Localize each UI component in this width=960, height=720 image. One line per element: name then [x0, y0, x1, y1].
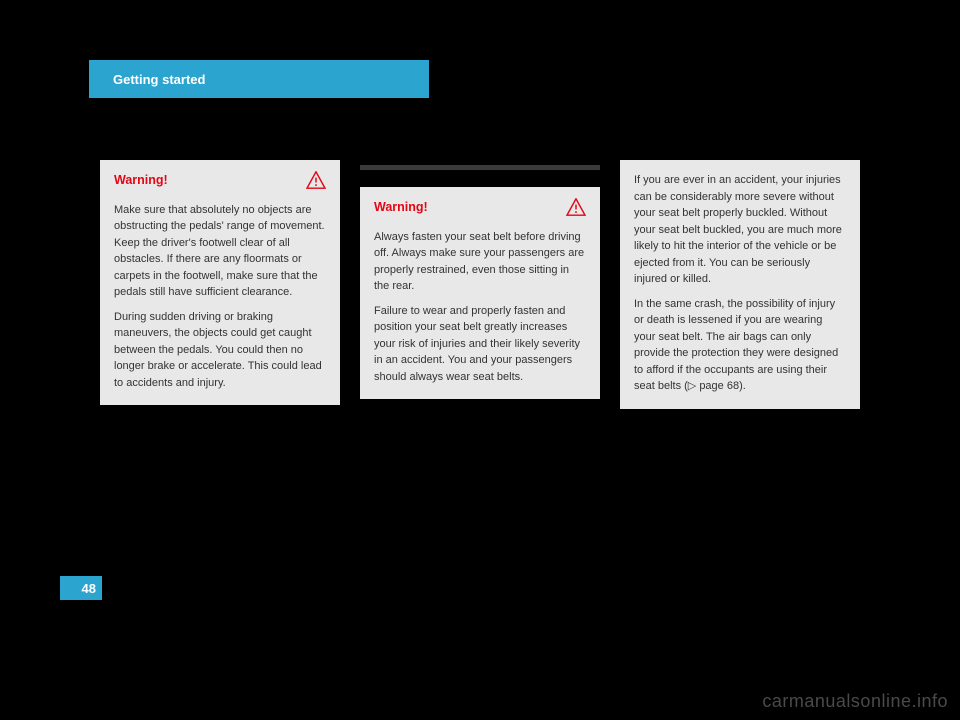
- section-title: Getting started: [113, 72, 205, 87]
- warning-paragraph: Failure to wear and properly fasten and …: [374, 303, 586, 386]
- warning-box-pedals: Warning! Make sure that absolutely no ob…: [100, 160, 340, 405]
- warning-body: If you are ever in an accident, your inj…: [620, 160, 860, 409]
- warning-header: Warning!: [100, 160, 340, 198]
- warning-paragraph: During sudden driving or braking maneuve…: [114, 309, 326, 392]
- warning-paragraph: Always fasten your seat belt before driv…: [374, 229, 586, 295]
- page-number-value: 48: [82, 581, 96, 596]
- warning-header: Warning!: [360, 187, 600, 225]
- section-header: Getting started: [89, 60, 429, 98]
- warning-body: Always fasten your seat belt before driv…: [360, 225, 600, 400]
- watermark: carmanualsonline.info: [762, 691, 948, 712]
- warning-triangle-icon: [566, 198, 586, 216]
- warning-paragraph: In the same crash, the possibility of in…: [634, 296, 846, 395]
- warning-triangle-icon: [306, 171, 326, 189]
- warning-label: Warning!: [114, 171, 168, 190]
- warning-box-accident: If you are ever in an accident, your inj…: [620, 160, 860, 409]
- section-underline: [360, 165, 600, 170]
- warning-body: Make sure that absolutely no objects are…: [100, 198, 340, 406]
- warning-paragraph: If you are ever in an accident, your inj…: [634, 172, 846, 288]
- warning-paragraph: Make sure that absolutely no objects are…: [114, 202, 326, 301]
- watermark-text: carmanualsonline.info: [762, 691, 948, 711]
- warning-label: Warning!: [374, 198, 428, 217]
- page-number: 48: [60, 576, 102, 600]
- warning-box-seatbelt: Warning! Always fasten your seat belt be…: [360, 187, 600, 399]
